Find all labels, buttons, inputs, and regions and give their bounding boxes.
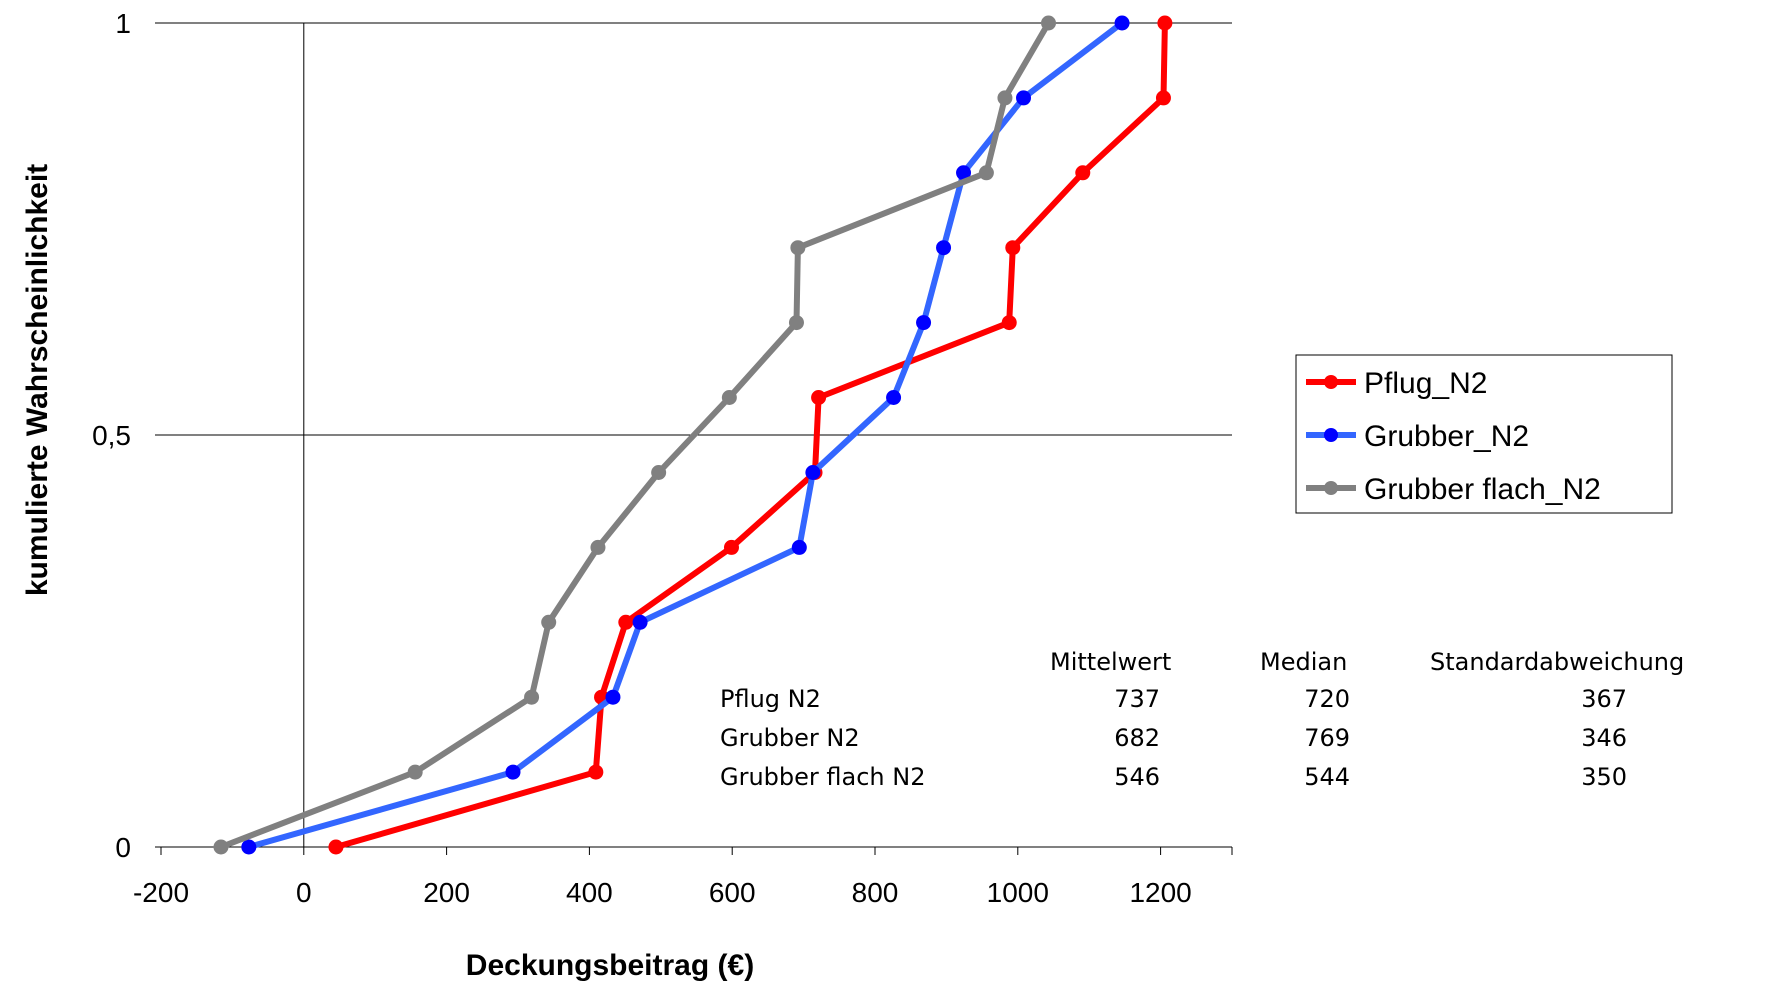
stats-cell-stddev: 367	[1581, 685, 1627, 713]
y-tick-label: 1	[115, 8, 131, 39]
y-axis-title: kumulierte Wahrscheinlichkeit	[21, 164, 54, 596]
data-point	[1041, 15, 1057, 31]
x-axis-title: Deckungsbeitrag (€)	[466, 949, 754, 982]
legend-item-pflug: Pflug_N2	[1306, 367, 1487, 400]
data-point	[791, 539, 807, 555]
data-point	[916, 315, 932, 331]
legend-item-grubber-flach: Grubber flach_N2	[1306, 473, 1601, 506]
x-tick-label: 800	[852, 877, 899, 908]
x-tick-label: 1200	[1129, 877, 1191, 908]
data-point	[1005, 240, 1021, 256]
legend-label-grubber: Grubber_N2	[1364, 420, 1529, 453]
data-point	[811, 390, 827, 406]
data-point	[524, 689, 540, 705]
data-point	[790, 240, 806, 256]
x-tick-label: 0	[296, 877, 312, 908]
data-point	[805, 464, 821, 480]
legend-marker-pflug	[1324, 375, 1338, 389]
stats-row-label: Pflug N2	[720, 685, 821, 713]
data-point	[1016, 90, 1032, 106]
legend-marker-grubber-flach	[1324, 481, 1338, 495]
data-point	[936, 240, 952, 256]
stats-cell-stddev: 350	[1581, 763, 1627, 791]
data-point	[723, 539, 739, 555]
x-tick-label: -200	[133, 877, 189, 908]
legend-label-grubber-flach: Grubber flach_N2	[1364, 473, 1601, 506]
data-point	[590, 539, 606, 555]
stats-table: Mittelwert Median Standardabweichung Pfl…	[720, 648, 1684, 791]
data-point	[541, 614, 557, 630]
data-point	[1114, 15, 1130, 31]
x-tick-label: 600	[709, 877, 756, 908]
legend-marker-grubber	[1324, 428, 1338, 442]
data-point	[588, 764, 604, 780]
y-tick-label: 0,5	[92, 420, 131, 451]
data-point	[978, 165, 994, 181]
tick-labels: 00,51-200 0 200 400 600 800 1000 1200	[92, 8, 1192, 908]
stats-cell-mean: 546	[1114, 763, 1160, 791]
legend-item-grubber: Grubber_N2	[1306, 420, 1529, 453]
y-tick-label: 0	[115, 832, 131, 863]
x-tick-label: 200	[423, 877, 470, 908]
stats-cell-median: 769	[1304, 724, 1350, 752]
data-point	[886, 390, 902, 406]
series-grubber-flach-n2	[213, 15, 1057, 855]
stats-cell-mean: 737	[1114, 685, 1160, 713]
data-point	[1155, 90, 1171, 106]
data-point	[721, 390, 737, 406]
data-point	[213, 839, 229, 855]
stats-cell-mean: 682	[1114, 724, 1160, 752]
x-tick-label: 400	[566, 877, 613, 908]
data-point	[1001, 315, 1017, 331]
stats-cell-median: 544	[1304, 763, 1350, 791]
stats-header-median: Median	[1260, 648, 1347, 676]
data-point	[1075, 165, 1091, 181]
series-line	[219, 21, 1052, 850]
legend-box	[1295, 354, 1673, 514]
legend-label-pflug: Pflug_N2	[1364, 367, 1487, 400]
data-point	[632, 614, 648, 630]
data-point	[1157, 15, 1173, 31]
stats-row-label: Grubber flach N2	[720, 763, 926, 791]
stats-header-stddev: Standardabweichung	[1430, 648, 1684, 676]
series-line	[247, 20, 1124, 850]
stats-row-label: Grubber N2	[720, 724, 860, 752]
x-tick-label: 1000	[987, 877, 1049, 908]
legend: Pflug_N2 Grubber_N2 Grubber flach_N2	[1295, 354, 1673, 514]
series-layer	[213, 15, 1173, 855]
data-point	[505, 764, 521, 780]
stats-cell-stddev: 346	[1581, 724, 1627, 752]
data-point	[407, 764, 423, 780]
data-point	[997, 90, 1013, 106]
gridlines	[161, 22, 1232, 436]
data-point	[651, 464, 667, 480]
data-point	[618, 614, 634, 630]
data-point	[241, 839, 257, 855]
stats-cell-median: 720	[1304, 685, 1350, 713]
stats-header-mean: Mittelwert	[1050, 648, 1171, 676]
data-point	[605, 689, 621, 705]
series-grubber-n2	[241, 15, 1130, 855]
data-point	[788, 315, 804, 331]
data-point	[956, 165, 972, 181]
data-point	[328, 839, 344, 855]
